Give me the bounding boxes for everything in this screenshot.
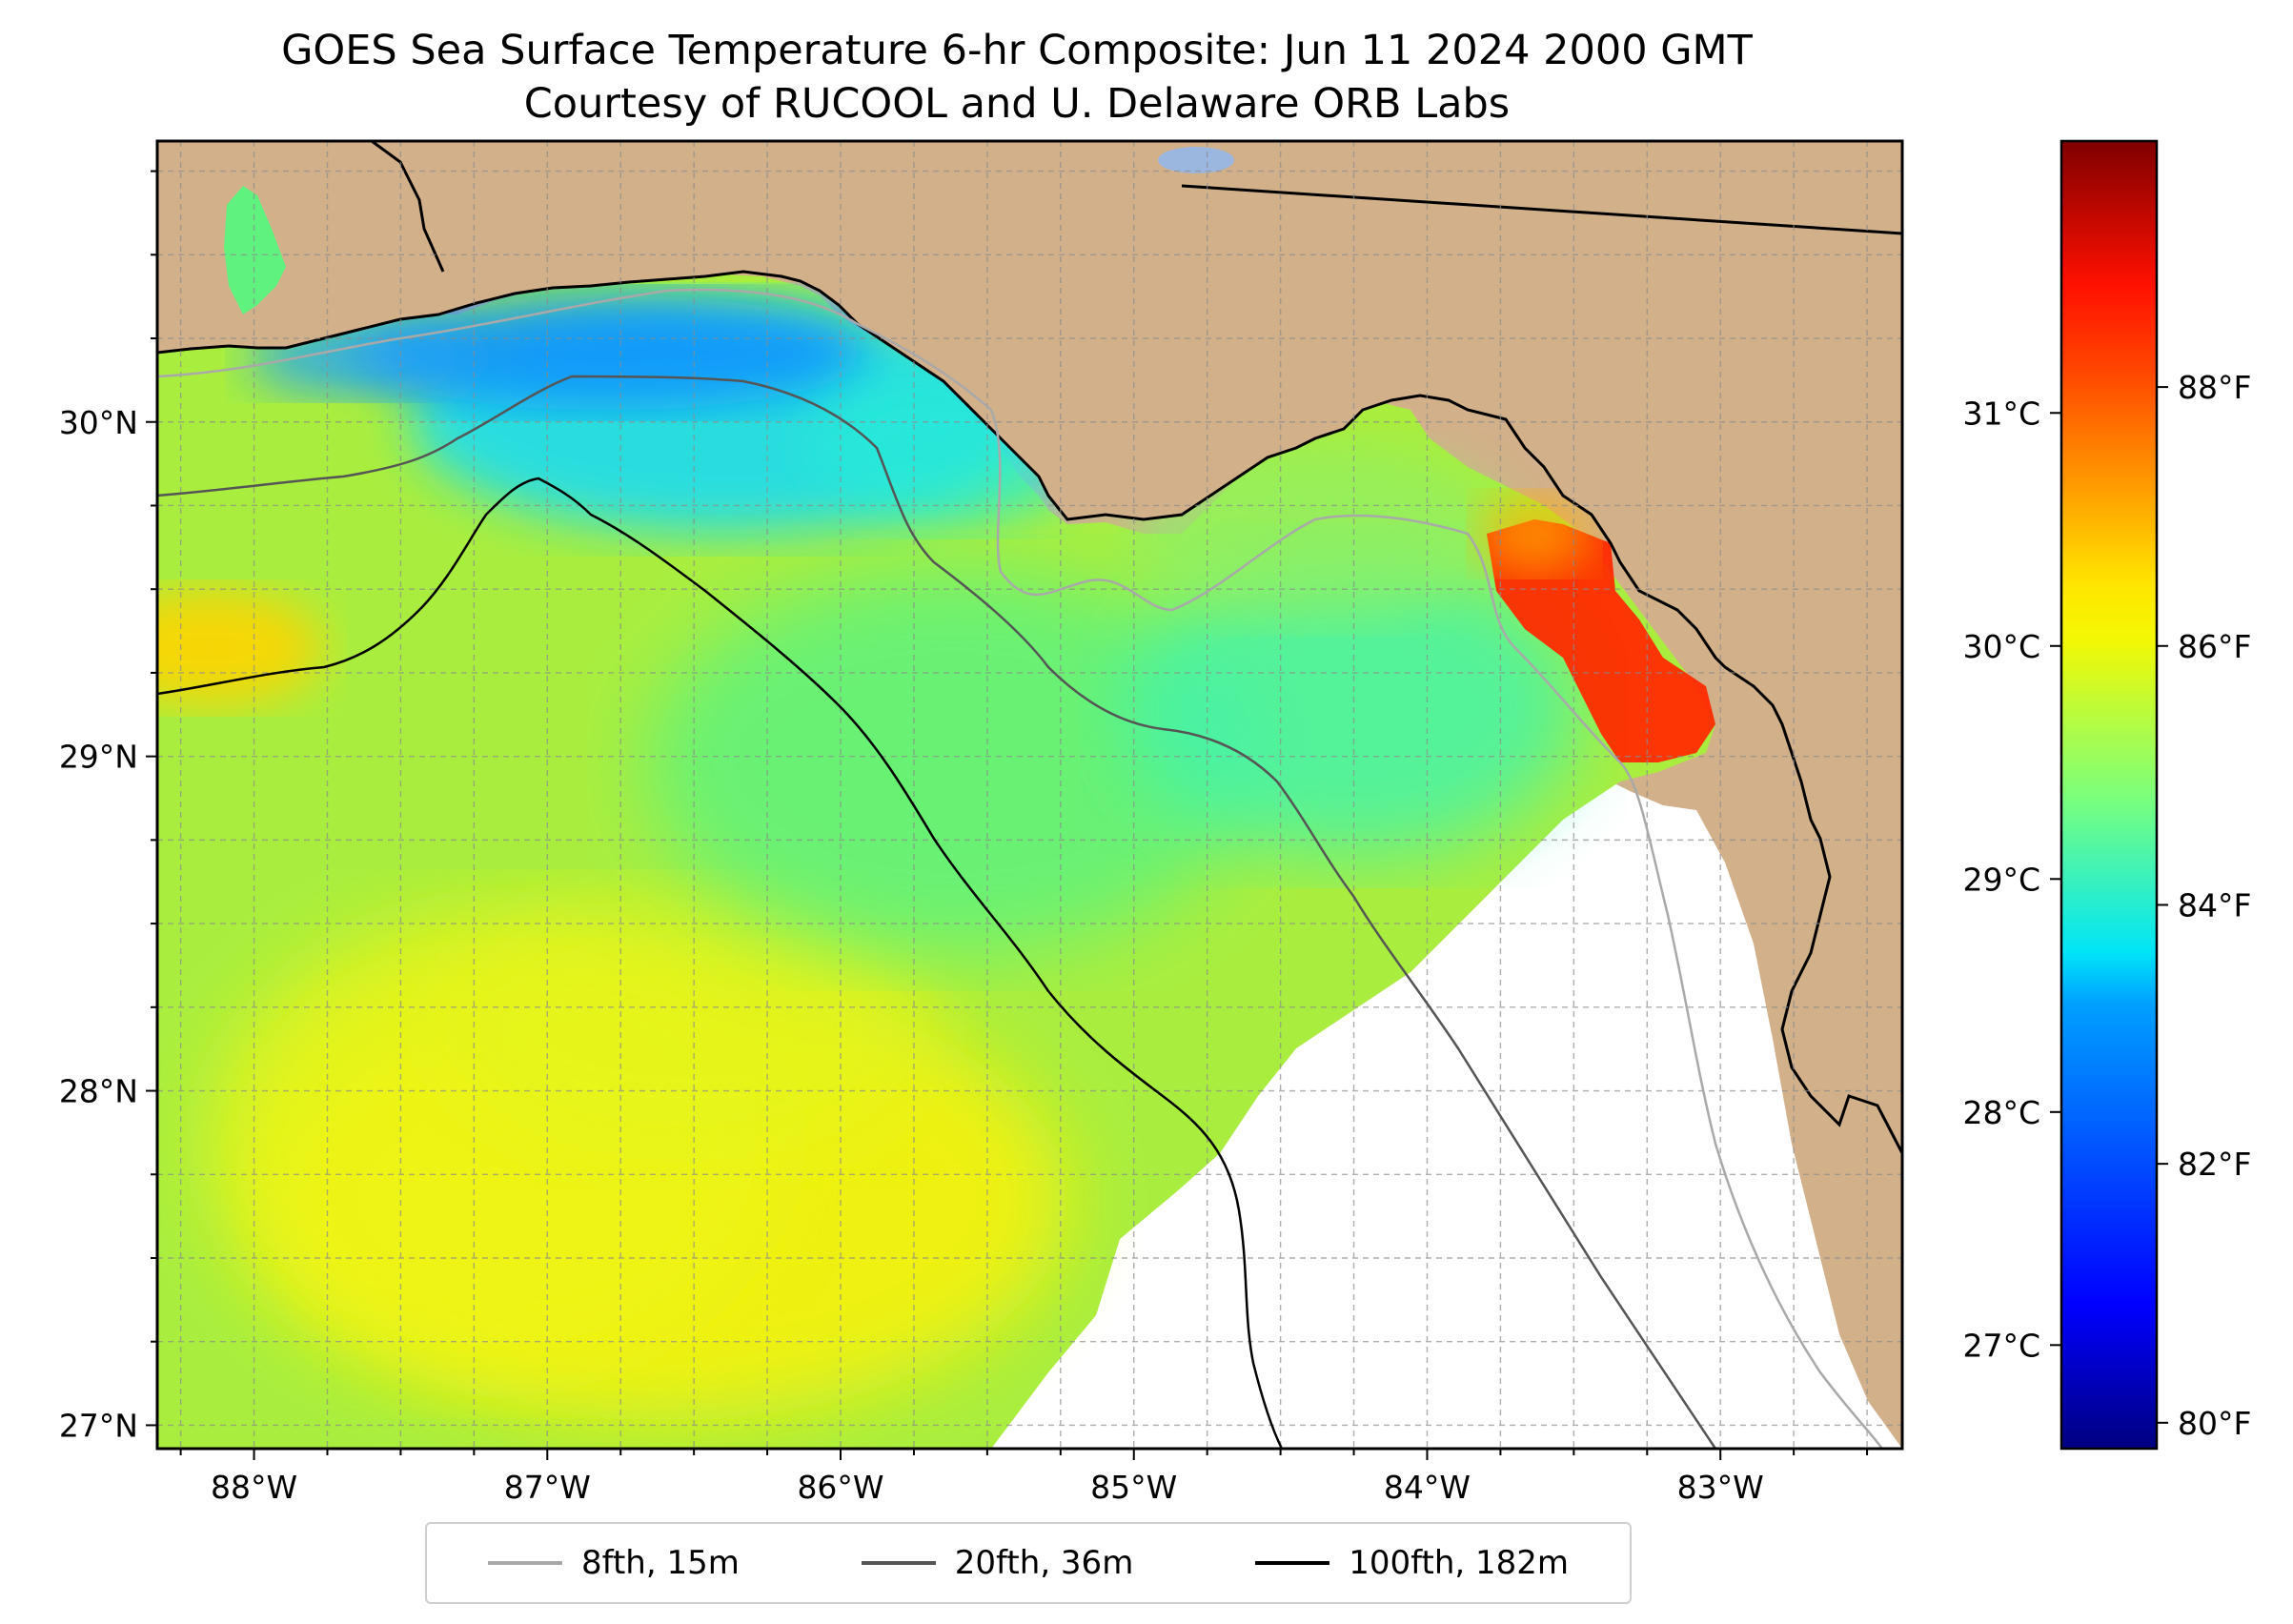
lon-tick-label: 88°W bbox=[211, 1469, 297, 1506]
colorbar-f-ticks: 80°F 82°F 84°F 86°F 88°F bbox=[2157, 369, 2251, 1442]
map-frame bbox=[155, 139, 1904, 1451]
state-boundary bbox=[1181, 184, 1902, 235]
colorbar-f-label: 86°F bbox=[2178, 628, 2251, 665]
legend-label-20fth: 20fth, 36m bbox=[954, 1544, 1134, 1582]
colorbar-f-label: 88°F bbox=[2178, 369, 2251, 406]
lon-tick-label: 85°W bbox=[1090, 1469, 1177, 1506]
lat-tick-label: 28°N bbox=[59, 1073, 138, 1110]
legend-swatch-8fth bbox=[487, 1561, 562, 1565]
map-area bbox=[157, 141, 1902, 1449]
legend-item-8fth: 8fth, 15m bbox=[487, 1544, 740, 1582]
colorbar-c-label: 29°C bbox=[1962, 861, 2040, 898]
lat-tick-label: 27°N bbox=[59, 1407, 138, 1444]
colorbar-c-label: 27°C bbox=[1962, 1327, 2040, 1364]
legend-label-100fth: 100fth, 182m bbox=[1349, 1544, 1570, 1582]
legend-item-100fth: 100fth, 182m bbox=[1255, 1544, 1569, 1582]
lat-axis: 27°N 28°N 29°N 30°N bbox=[59, 170, 157, 1444]
isobath-20fth bbox=[157, 375, 1717, 1449]
legend-item-20fth: 20fth, 36m bbox=[861, 1544, 1134, 1582]
colorbar-c-ticks: 27°C 28°C 29°C 30°C 31°C bbox=[1962, 395, 2061, 1364]
isobath-legend: 8fth, 15m 20fth, 36m 100fth, 182m bbox=[425, 1522, 1632, 1604]
colorbar-c-label: 31°C bbox=[1962, 395, 2040, 432]
isobath-100fth bbox=[157, 477, 1284, 1449]
colorbar-gradient bbox=[2060, 139, 2159, 1451]
colorbar-c-label: 30°C bbox=[1962, 628, 2040, 665]
isobath-8fth bbox=[157, 288, 1883, 1449]
colorbar-f-label: 80°F bbox=[2178, 1405, 2251, 1442]
lon-tick-label: 87°W bbox=[504, 1469, 591, 1506]
legend-swatch-20fth bbox=[861, 1561, 936, 1565]
legend-label-8fth: 8fth, 15m bbox=[580, 1544, 740, 1582]
land-north bbox=[157, 141, 1902, 1154]
colorbar-c-label: 28°C bbox=[1962, 1094, 2040, 1131]
colorbar: 80°F 82°F 84°F 86°F 88°F 27°C 28°C 29°C 30°C 31°… bbox=[1962, 139, 2251, 1451]
legend-swatch-100fth bbox=[1255, 1561, 1330, 1565]
gridlines bbox=[157, 141, 1902, 1449]
lat-tick-label: 29°N bbox=[59, 739, 138, 776]
colorbar-f-label: 82°F bbox=[2178, 1146, 2251, 1183]
lat-tick-label: 30°N bbox=[59, 404, 138, 441]
inland-lake bbox=[1158, 147, 1234, 173]
title-line-1: GOES Sea Surface Temperature 6-hr Compos… bbox=[281, 27, 1753, 74]
colorbar-f-label: 84°F bbox=[2178, 886, 2251, 924]
lon-axis: 88°W 87°W 86°W 85°W 84°W 83°W bbox=[179, 1449, 1869, 1506]
lon-tick-label: 84°W bbox=[1384, 1469, 1471, 1506]
lon-tick-label: 83°W bbox=[1677, 1469, 1764, 1506]
title-line-2: Courtesy of RUCOOL and U. Delaware ORB L… bbox=[523, 80, 1511, 128]
lon-tick-label: 86°W bbox=[797, 1469, 883, 1506]
